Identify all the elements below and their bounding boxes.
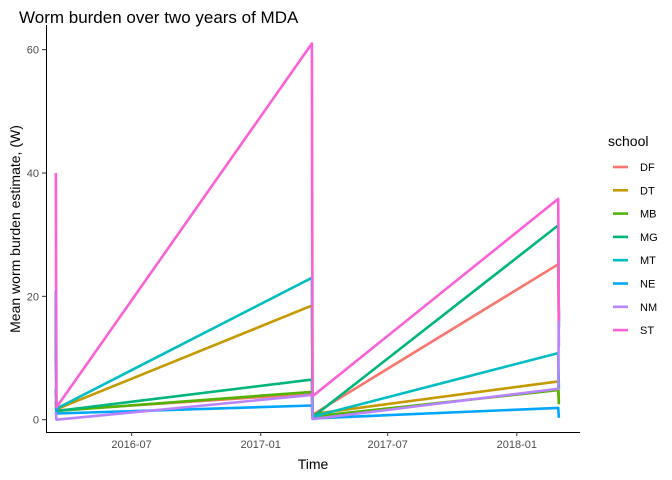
x-axis-title: Time xyxy=(298,456,329,472)
legend-label-dt: DT xyxy=(640,185,655,197)
legend-label-ne: NE xyxy=(640,279,655,291)
y-tick-label: 40 xyxy=(27,168,39,180)
chart-title: Worm burden over two years of MDA xyxy=(19,8,299,27)
y-tick-label: 60 xyxy=(27,45,39,57)
x-tick-label: 2017-07 xyxy=(368,439,408,451)
plot-area xyxy=(54,42,561,421)
y-axis-ticks: 0 20 40 60 xyxy=(27,45,46,427)
y-tick-label: 0 xyxy=(33,415,39,427)
series-line-nm xyxy=(54,308,561,421)
legend-label-mg: MG xyxy=(640,232,658,244)
series-line-st xyxy=(54,42,561,409)
series-line-mg xyxy=(54,224,561,419)
x-tick-label: 2018-01 xyxy=(497,439,537,451)
legend-label-mb: MB xyxy=(640,209,657,221)
legend-title: school xyxy=(608,133,648,149)
legend-label-mt: MT xyxy=(640,255,656,267)
x-tick-label: 2017-01 xyxy=(241,439,281,451)
y-axis-title: Mean worm burden estimate, (W) xyxy=(7,125,23,333)
legend-label-df: DF xyxy=(640,162,655,174)
legend-label-nm: NM xyxy=(640,302,657,314)
x-tick-label: 2016-07 xyxy=(111,439,151,451)
y-tick-label: 20 xyxy=(27,291,39,303)
legend: school DF DT MB MG MT NE NM ST xyxy=(608,133,658,337)
legend-label-st: ST xyxy=(640,325,654,337)
x-axis-ticks: 2016-07 2017-01 2017-07 2018-01 xyxy=(111,432,537,451)
